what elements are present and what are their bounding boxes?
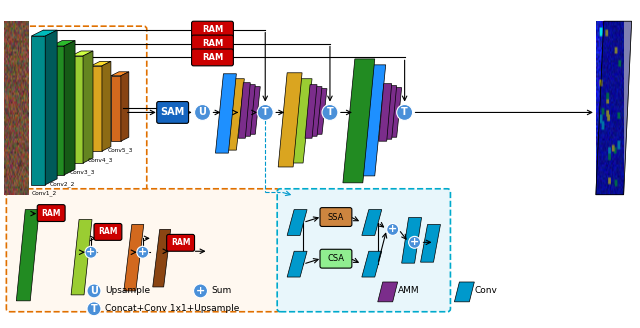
Circle shape	[257, 105, 273, 120]
Circle shape	[85, 246, 97, 258]
Text: RAM: RAM	[42, 209, 61, 217]
Polygon shape	[289, 79, 312, 163]
Text: RAM: RAM	[202, 25, 223, 34]
FancyBboxPatch shape	[157, 102, 189, 123]
Polygon shape	[71, 51, 93, 56]
Polygon shape	[278, 73, 302, 167]
FancyBboxPatch shape	[6, 189, 279, 312]
Text: +: +	[388, 224, 397, 235]
FancyBboxPatch shape	[94, 223, 122, 240]
Text: Conv3_3: Conv3_3	[69, 169, 95, 174]
Polygon shape	[91, 61, 111, 66]
Polygon shape	[388, 88, 402, 137]
Polygon shape	[287, 210, 307, 236]
Polygon shape	[362, 251, 381, 277]
Polygon shape	[384, 86, 397, 139]
Polygon shape	[111, 76, 121, 141]
Text: Upsample: Upsample	[105, 286, 150, 296]
Polygon shape	[121, 72, 129, 141]
Polygon shape	[596, 21, 632, 195]
Text: T: T	[401, 108, 408, 117]
Circle shape	[322, 105, 338, 120]
Polygon shape	[379, 84, 392, 141]
FancyBboxPatch shape	[166, 235, 195, 251]
Text: T: T	[262, 108, 269, 117]
Text: Conv1_2: Conv1_2	[31, 191, 57, 196]
Polygon shape	[71, 56, 83, 163]
FancyBboxPatch shape	[320, 208, 352, 226]
Text: Conv2_2: Conv2_2	[49, 181, 75, 187]
Text: Concat+Conv 1x1+Upsample: Concat+Conv 1x1+Upsample	[105, 304, 239, 313]
Text: RAM: RAM	[202, 53, 223, 62]
Circle shape	[137, 246, 148, 258]
Text: U: U	[198, 108, 207, 117]
Circle shape	[193, 284, 207, 298]
FancyBboxPatch shape	[320, 249, 352, 268]
Polygon shape	[248, 87, 260, 134]
Text: AMM: AMM	[397, 286, 419, 296]
Polygon shape	[83, 51, 93, 163]
Polygon shape	[64, 41, 75, 175]
Text: U: U	[90, 286, 98, 296]
Text: +: +	[138, 247, 147, 257]
Polygon shape	[305, 85, 317, 138]
FancyBboxPatch shape	[191, 49, 234, 66]
Circle shape	[195, 105, 211, 120]
FancyBboxPatch shape	[191, 21, 234, 38]
Circle shape	[87, 302, 101, 316]
Text: Conv5_3: Conv5_3	[107, 147, 132, 153]
Polygon shape	[111, 72, 129, 76]
Polygon shape	[31, 36, 45, 185]
Polygon shape	[153, 230, 171, 287]
Polygon shape	[238, 83, 250, 138]
Text: CSA: CSA	[328, 254, 344, 263]
Text: +: +	[196, 286, 205, 296]
FancyBboxPatch shape	[37, 205, 65, 221]
Polygon shape	[124, 224, 144, 291]
Polygon shape	[310, 87, 322, 136]
Polygon shape	[243, 85, 255, 136]
Polygon shape	[378, 282, 397, 302]
Text: +: +	[86, 247, 95, 257]
Polygon shape	[17, 210, 39, 301]
Text: Conv: Conv	[474, 286, 497, 296]
Text: SAM: SAM	[161, 108, 185, 117]
Text: RAM: RAM	[98, 227, 118, 236]
Polygon shape	[71, 219, 92, 295]
Polygon shape	[357, 65, 386, 176]
Polygon shape	[216, 74, 236, 153]
Text: SSA: SSA	[328, 213, 344, 221]
Polygon shape	[225, 79, 244, 150]
Text: Sum: Sum	[211, 286, 232, 296]
Polygon shape	[343, 59, 375, 183]
Polygon shape	[287, 251, 307, 277]
Circle shape	[397, 105, 413, 120]
FancyBboxPatch shape	[277, 189, 451, 312]
Polygon shape	[102, 61, 111, 151]
Polygon shape	[51, 46, 64, 175]
Circle shape	[387, 223, 399, 236]
Text: RAM: RAM	[202, 39, 223, 48]
Polygon shape	[454, 282, 474, 302]
Polygon shape	[45, 30, 57, 185]
Text: T: T	[91, 304, 97, 314]
Polygon shape	[91, 66, 102, 151]
Circle shape	[87, 284, 101, 298]
FancyBboxPatch shape	[191, 35, 234, 52]
Polygon shape	[402, 217, 422, 263]
Text: RAM: RAM	[171, 238, 190, 247]
Polygon shape	[362, 210, 381, 236]
Text: Conv4_3: Conv4_3	[87, 157, 113, 163]
Polygon shape	[315, 89, 327, 134]
Circle shape	[408, 236, 420, 248]
Text: T: T	[326, 108, 333, 117]
Text: +: +	[410, 237, 419, 247]
Polygon shape	[51, 41, 75, 46]
Polygon shape	[31, 30, 57, 36]
Polygon shape	[420, 224, 440, 262]
